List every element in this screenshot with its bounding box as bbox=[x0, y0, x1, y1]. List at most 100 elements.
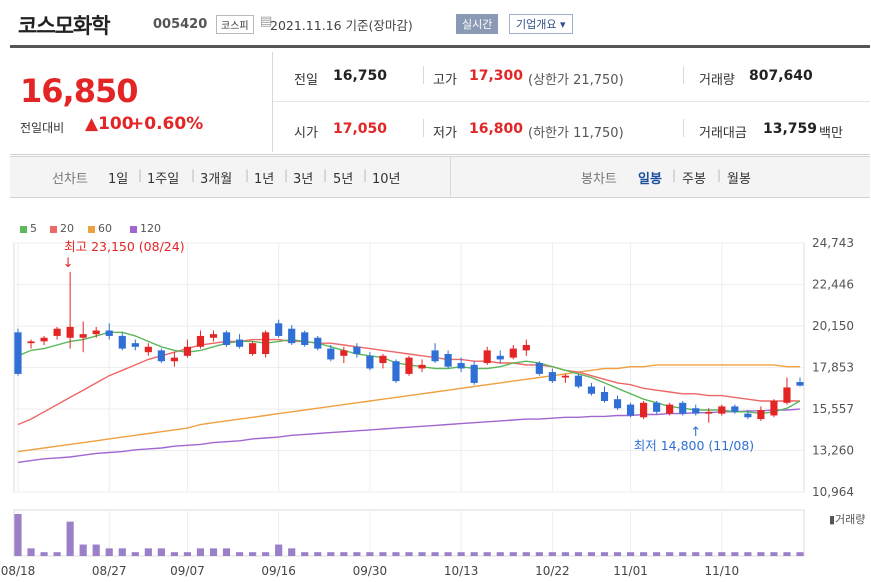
x-tick-label: 09/30 bbox=[353, 564, 388, 578]
volume-label: 거래량 bbox=[699, 73, 735, 88]
separator: | bbox=[717, 168, 722, 182]
legend-label: 20 bbox=[60, 222, 74, 235]
x-tick-label: 08/27 bbox=[92, 564, 127, 578]
candle-body bbox=[353, 346, 361, 355]
volume-bar bbox=[222, 548, 231, 556]
tab-10y[interactable]: 10년 bbox=[372, 172, 401, 187]
tab-1d[interactable]: 1일 bbox=[108, 172, 129, 187]
prev-close-value: 16,750 bbox=[333, 68, 388, 84]
candle-body bbox=[262, 332, 270, 355]
realtime-button[interactable]: 실시간 bbox=[456, 14, 499, 34]
chart-tab-bar bbox=[10, 156, 870, 198]
candle-body bbox=[509, 348, 517, 358]
volume-bar bbox=[757, 552, 765, 556]
volume-bar bbox=[457, 552, 465, 556]
candle-body bbox=[340, 350, 348, 356]
candle-body bbox=[744, 413, 752, 418]
tab-daily[interactable]: 일봉 bbox=[638, 172, 662, 187]
volume-bar bbox=[640, 552, 648, 556]
candle-body bbox=[770, 400, 778, 416]
volume-bar bbox=[470, 552, 478, 556]
candle-body bbox=[196, 335, 205, 347]
candle-body bbox=[314, 337, 322, 349]
volume-bar bbox=[92, 544, 100, 556]
candle-body bbox=[470, 364, 478, 383]
separator: | bbox=[323, 168, 328, 182]
volume-bar bbox=[235, 552, 244, 556]
candle-body bbox=[653, 402, 661, 412]
volume-bar bbox=[770, 552, 778, 556]
legend-ma5: 5 bbox=[20, 222, 37, 235]
volume-bar bbox=[705, 552, 713, 556]
company-info-button[interactable]: 기업개요 ▾ bbox=[509, 14, 573, 34]
tab-3y[interactable]: 3년 bbox=[293, 172, 314, 187]
tab-3m[interactable]: 3개월 bbox=[200, 172, 233, 187]
y-tick-label: 13,260 bbox=[812, 444, 854, 458]
candle-body bbox=[574, 375, 583, 387]
candle-body bbox=[249, 343, 257, 355]
separator: | bbox=[245, 168, 250, 182]
volume-bar bbox=[509, 552, 517, 556]
x-tick-label: 10/13 bbox=[444, 564, 479, 578]
x-tick-label: 10/22 bbox=[535, 564, 570, 578]
volume-frame bbox=[13, 509, 805, 557]
prev-close-label: 전일 bbox=[294, 73, 318, 88]
candle-body bbox=[53, 328, 61, 336]
volume-value: 807,640 bbox=[749, 68, 813, 84]
volume-bar bbox=[118, 548, 126, 556]
volume-bar bbox=[340, 552, 348, 556]
candle-body bbox=[379, 355, 387, 364]
ma60-line bbox=[17, 364, 800, 453]
upper-limit: (상한가 21,750) bbox=[528, 73, 624, 88]
separator: | bbox=[284, 168, 289, 182]
base-date: 2021.11.16 기준(장마감) bbox=[270, 18, 413, 33]
tab-monthly[interactable]: 월봉 bbox=[727, 172, 751, 187]
volume-bar bbox=[275, 544, 283, 556]
x-tick-label: 11/01 bbox=[613, 564, 648, 578]
volume-bar bbox=[653, 552, 661, 556]
company-name: 코스모화학 bbox=[18, 14, 111, 38]
legend-swatch bbox=[50, 225, 57, 233]
volume-bar bbox=[744, 552, 752, 556]
candle-body bbox=[275, 323, 283, 336]
candle-body bbox=[640, 402, 648, 418]
tab-1y[interactable]: 1년 bbox=[254, 172, 275, 187]
volume-bar bbox=[731, 552, 739, 556]
candle-body bbox=[587, 386, 596, 394]
y-tick-label: 20,150 bbox=[812, 319, 854, 333]
y-tick-label: 22,446 bbox=[812, 278, 854, 292]
volume-bar bbox=[783, 552, 791, 556]
volume-bar bbox=[692, 552, 700, 556]
volume-axis-label: ▮거래량 bbox=[829, 513, 865, 526]
tab-weekly[interactable]: 주봉 bbox=[682, 172, 706, 187]
line-chart-label: 선차트 bbox=[52, 172, 88, 187]
tab-1w[interactable]: 1주일 bbox=[147, 172, 180, 187]
market-badge: 코스피 bbox=[216, 15, 254, 34]
candle-body bbox=[431, 350, 439, 362]
lower-limit: (하한가 11,750) bbox=[528, 126, 624, 141]
volume-bar bbox=[366, 552, 374, 556]
volume-bar bbox=[40, 552, 48, 556]
stock-code: 005420 bbox=[153, 17, 208, 32]
candle-body bbox=[679, 402, 687, 414]
change-percent: +0.60% bbox=[130, 114, 204, 134]
high-label: 고가 bbox=[433, 73, 457, 88]
candle-body bbox=[183, 346, 192, 356]
tab-5y[interactable]: 5년 bbox=[333, 172, 354, 187]
candle-body bbox=[731, 406, 739, 412]
candle-body bbox=[327, 348, 335, 360]
legend-ma120: 120 bbox=[130, 222, 161, 235]
volume-bar bbox=[587, 552, 596, 556]
volume-bar bbox=[170, 552, 178, 556]
candle-body bbox=[131, 343, 139, 347]
candle-body bbox=[235, 339, 244, 347]
candle-body bbox=[392, 361, 400, 382]
volume-bar bbox=[561, 552, 569, 556]
candle-body bbox=[366, 355, 374, 369]
y-tick-label: 24,743 bbox=[812, 236, 854, 250]
volume-bar bbox=[249, 552, 257, 556]
volume-bar bbox=[418, 552, 426, 556]
legend-swatch bbox=[20, 225, 27, 233]
divider bbox=[423, 66, 424, 84]
divider bbox=[683, 119, 684, 137]
